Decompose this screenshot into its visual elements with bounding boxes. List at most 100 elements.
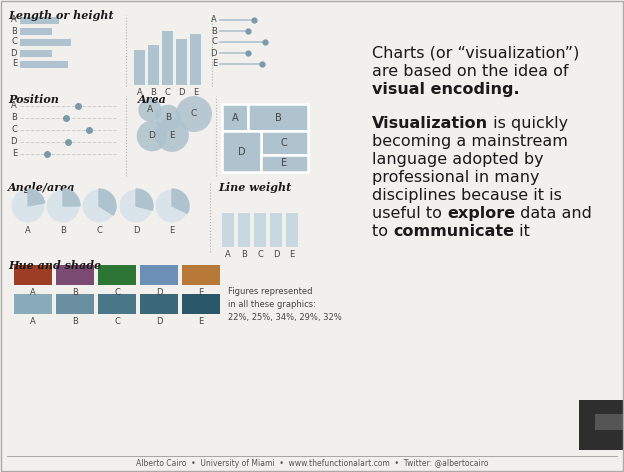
Text: visual encoding.: visual encoding. bbox=[372, 82, 520, 97]
Text: Hue and shade: Hue and shade bbox=[8, 260, 101, 271]
Text: A: A bbox=[11, 16, 17, 25]
Bar bbox=[56, 265, 94, 285]
Bar bbox=[261, 155, 308, 172]
Bar bbox=[20, 17, 59, 24]
Text: A: A bbox=[212, 16, 217, 25]
Text: C: C bbox=[191, 110, 197, 118]
Circle shape bbox=[119, 189, 153, 223]
Bar bbox=[182, 265, 220, 285]
Bar bbox=[190, 34, 201, 85]
Bar bbox=[98, 294, 136, 314]
Text: B: B bbox=[150, 88, 157, 97]
Bar bbox=[14, 294, 52, 314]
Text: Length or height: Length or height bbox=[8, 10, 114, 21]
Polygon shape bbox=[136, 189, 153, 210]
Text: Visualization: Visualization bbox=[372, 116, 488, 131]
Text: C: C bbox=[114, 317, 120, 326]
Text: B: B bbox=[11, 26, 17, 35]
Text: Alberto Cairo  •  University of Miami  •  www.thefunctionalart.com  •  Twitter: : Alberto Cairo • University of Miami • ww… bbox=[136, 458, 488, 467]
Text: B: B bbox=[60, 226, 66, 235]
Bar bbox=[222, 104, 248, 131]
Text: C: C bbox=[11, 126, 17, 135]
Bar bbox=[182, 294, 220, 314]
Text: B: B bbox=[241, 250, 247, 259]
Circle shape bbox=[155, 189, 189, 223]
Text: C: C bbox=[165, 88, 170, 97]
Text: D: D bbox=[11, 49, 17, 58]
Bar bbox=[238, 213, 250, 247]
Text: Position: Position bbox=[8, 94, 59, 105]
Text: E: E bbox=[198, 288, 203, 297]
Text: E: E bbox=[12, 59, 17, 68]
Text: E: E bbox=[169, 226, 175, 235]
Text: B: B bbox=[165, 113, 171, 123]
Text: C: C bbox=[11, 37, 17, 47]
Circle shape bbox=[139, 98, 162, 122]
Circle shape bbox=[176, 96, 212, 132]
Text: A: A bbox=[11, 101, 17, 110]
Text: B: B bbox=[11, 113, 17, 123]
Text: D: D bbox=[149, 132, 155, 141]
Circle shape bbox=[155, 105, 181, 131]
Circle shape bbox=[137, 121, 167, 152]
Text: B: B bbox=[72, 288, 78, 297]
Bar bbox=[98, 265, 136, 285]
Text: E: E bbox=[12, 150, 17, 159]
Bar bbox=[14, 265, 52, 285]
Bar bbox=[222, 131, 261, 172]
Circle shape bbox=[82, 189, 116, 223]
Text: Charts (or “visualization”): Charts (or “visualization”) bbox=[372, 46, 579, 61]
Text: explore: explore bbox=[447, 206, 515, 221]
Bar bbox=[140, 294, 178, 314]
Bar bbox=[20, 60, 67, 67]
Circle shape bbox=[155, 118, 189, 152]
Bar bbox=[148, 45, 159, 85]
Text: B: B bbox=[275, 113, 281, 123]
Text: A: A bbox=[232, 113, 238, 123]
Polygon shape bbox=[99, 189, 116, 215]
Circle shape bbox=[46, 189, 80, 223]
Bar bbox=[286, 213, 298, 247]
Text: C: C bbox=[281, 138, 288, 148]
Bar bbox=[20, 39, 71, 45]
Text: becoming a mainstream: becoming a mainstream bbox=[372, 134, 568, 149]
Text: E: E bbox=[281, 159, 288, 169]
Bar bbox=[222, 213, 234, 247]
Text: D: D bbox=[156, 288, 162, 297]
Text: E: E bbox=[198, 317, 203, 326]
Text: professional in many: professional in many bbox=[372, 170, 540, 185]
Text: Line weight: Line weight bbox=[218, 182, 291, 193]
Circle shape bbox=[11, 189, 45, 223]
Text: Angle/area: Angle/area bbox=[8, 182, 76, 193]
Bar bbox=[254, 213, 266, 247]
Text: C: C bbox=[211, 37, 217, 47]
Text: E: E bbox=[212, 59, 217, 68]
Text: communicate: communicate bbox=[393, 224, 514, 239]
Text: data and: data and bbox=[515, 206, 592, 221]
Text: E: E bbox=[193, 88, 198, 97]
Text: D: D bbox=[210, 49, 217, 58]
Text: E: E bbox=[290, 250, 295, 259]
Bar bbox=[134, 50, 145, 85]
Text: Area: Area bbox=[138, 94, 167, 105]
Polygon shape bbox=[172, 189, 189, 213]
Text: is quickly: is quickly bbox=[488, 116, 568, 131]
Bar bbox=[579, 400, 624, 450]
Text: A: A bbox=[30, 288, 36, 297]
Bar bbox=[261, 131, 308, 155]
Text: A: A bbox=[30, 317, 36, 326]
Bar bbox=[56, 294, 94, 314]
Text: A: A bbox=[137, 88, 142, 97]
Polygon shape bbox=[28, 189, 45, 206]
Bar bbox=[20, 27, 52, 34]
Bar bbox=[162, 31, 173, 85]
Polygon shape bbox=[63, 189, 80, 206]
Text: D: D bbox=[156, 317, 162, 326]
Text: D: D bbox=[11, 137, 17, 146]
Text: A: A bbox=[25, 226, 31, 235]
Text: to: to bbox=[372, 224, 393, 239]
Text: C: C bbox=[257, 250, 263, 259]
Text: it: it bbox=[514, 224, 530, 239]
Bar bbox=[595, 414, 624, 430]
Text: D: D bbox=[133, 226, 139, 235]
